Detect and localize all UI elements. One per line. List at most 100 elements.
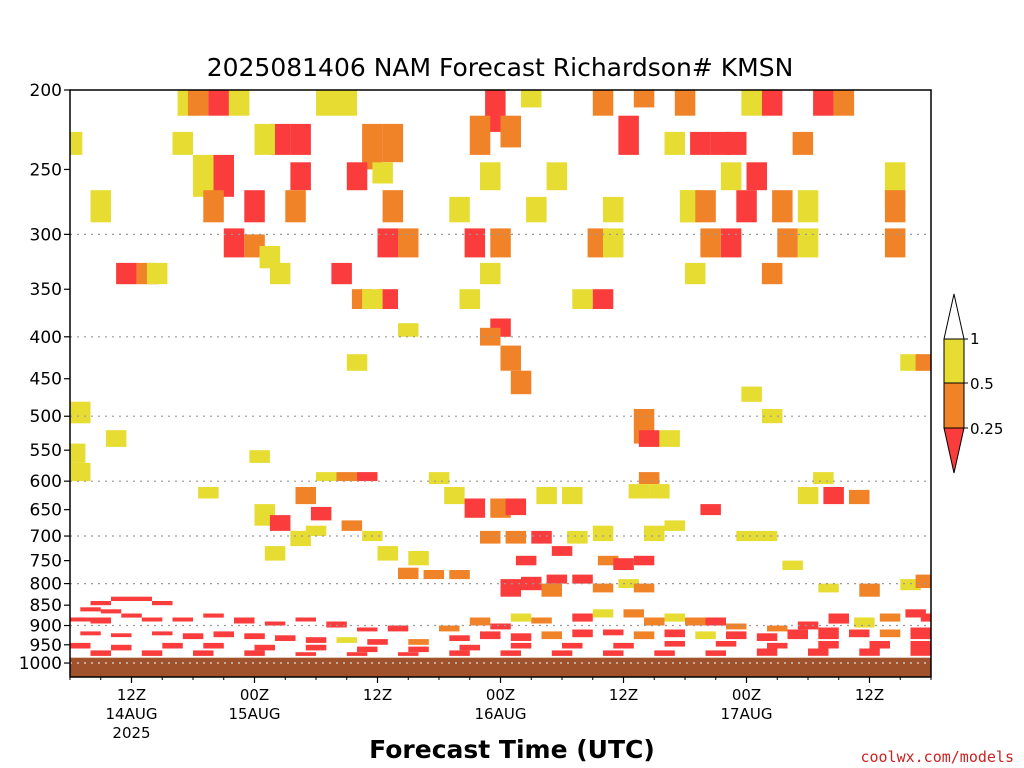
heatmap-cell xyxy=(111,633,132,638)
plot-area xyxy=(69,89,932,678)
heatmap-cell xyxy=(105,430,127,447)
heatmap-cell xyxy=(505,498,527,516)
heatmap-cell xyxy=(633,583,655,593)
heatmap-cell xyxy=(316,472,337,482)
heatmap-cell xyxy=(849,629,870,638)
heatmap-cell xyxy=(182,633,204,640)
legend-label-3: 0.25 xyxy=(970,420,1003,438)
heatmap-cell xyxy=(310,506,332,521)
heatmap-cell xyxy=(290,162,311,191)
heatmap-cell xyxy=(357,627,378,632)
heatmap-cell xyxy=(551,546,573,556)
heatmap-cell xyxy=(562,642,583,649)
heatmap-cell xyxy=(900,579,921,591)
heatmap-cell xyxy=(761,409,783,424)
heatmap-cell xyxy=(813,90,834,116)
heatmap-cell xyxy=(531,617,552,624)
heatmap-cell xyxy=(726,623,747,630)
heatmap-cell xyxy=(813,472,834,485)
heatmap-cell xyxy=(490,228,511,258)
y-tick-label: 550 xyxy=(30,441,62,461)
heatmap-cell xyxy=(428,472,450,485)
heatmap-cell xyxy=(510,613,532,622)
heatmap-cell xyxy=(295,487,316,505)
heatmap-cell xyxy=(772,190,793,223)
heatmap-cell xyxy=(187,90,209,116)
heatmap-cell xyxy=(767,642,788,649)
heatmap-cell xyxy=(567,530,588,544)
heatmap-cell xyxy=(249,450,270,463)
heatmap-cell xyxy=(464,228,486,258)
heatmap-cell xyxy=(879,613,901,622)
legend-label-2: 0.5 xyxy=(970,375,994,393)
x-tick-label: 2025 xyxy=(112,724,150,742)
heatmap-cell xyxy=(346,354,368,371)
x-tick-label: 12Z xyxy=(363,686,392,704)
heatmap-cell xyxy=(213,631,234,638)
heatmap-cell xyxy=(710,131,732,155)
heatmap-cell xyxy=(244,633,265,640)
heatmap-cell xyxy=(869,641,890,649)
heatmap-cell xyxy=(623,609,644,618)
heatmap-cell xyxy=(449,650,470,656)
heatmap-cell xyxy=(111,596,132,601)
heatmap-cell xyxy=(787,629,808,640)
heatmap-cell xyxy=(469,617,491,626)
heatmap-cell xyxy=(449,570,470,580)
y-tick-label: 300 xyxy=(30,225,62,245)
heatmap-cell xyxy=(290,530,311,547)
heatmap-cell xyxy=(792,131,814,155)
heatmap-cell xyxy=(720,228,742,258)
heatmap-cell xyxy=(275,635,296,641)
heatmap-cell xyxy=(70,401,91,424)
heatmap-cell xyxy=(736,530,757,542)
heatmap-cell xyxy=(515,555,537,566)
heatmap-cell xyxy=(152,631,173,636)
heatmap-cell xyxy=(439,625,460,632)
heatmap-cell xyxy=(408,646,429,653)
heatmap-cell xyxy=(741,90,762,116)
legend-bottom-arrow xyxy=(943,427,965,474)
heatmap-cell xyxy=(572,613,593,622)
heatmap-cell xyxy=(638,430,660,447)
heatmap-cell xyxy=(408,639,429,645)
heatmap-cell xyxy=(398,323,419,337)
heatmap-cell xyxy=(398,567,419,580)
heatmap-cell xyxy=(720,162,742,191)
y-tick-label: 450 xyxy=(30,370,62,390)
x-tick-label: 00Z xyxy=(732,686,761,704)
heatmap-cell xyxy=(198,487,219,499)
heatmap-cell xyxy=(823,487,844,505)
legend-bin-orange xyxy=(943,382,965,429)
credit-text: coolwx.com/models xyxy=(860,748,1014,766)
x-tick-label: 17AUG xyxy=(721,705,773,723)
heatmap-cell xyxy=(326,621,347,628)
heatmap-cell xyxy=(664,613,685,622)
heatmap-cell xyxy=(367,639,388,645)
heatmap-cell xyxy=(121,613,142,618)
heatmap-cell xyxy=(849,489,870,505)
heatmap-cell xyxy=(884,228,906,258)
heatmap-cell xyxy=(761,90,783,116)
heatmap-cell xyxy=(80,607,101,612)
heatmap-cell xyxy=(572,629,593,638)
x-tick-label: 12Z xyxy=(609,686,638,704)
heatmap-cell xyxy=(746,162,767,191)
x-tick-label: 14AUG xyxy=(106,705,158,723)
heatmap-cell xyxy=(510,633,532,641)
heatmap-cell xyxy=(203,190,224,223)
heatmap-cell xyxy=(613,642,634,649)
heatmap-cell xyxy=(244,650,265,656)
heatmap-cell xyxy=(915,354,931,371)
x-tick-label: 15AUG xyxy=(229,705,281,723)
heatmap-cell xyxy=(480,162,501,191)
heatmap-cell xyxy=(664,641,685,647)
heatmap-cell xyxy=(90,190,111,223)
heatmap-cell xyxy=(162,642,183,649)
heatmap-cell xyxy=(193,650,214,656)
heatmap-cell xyxy=(674,90,696,116)
y-tick-label: 250 xyxy=(30,160,62,180)
y-tick-label: 700 xyxy=(30,527,62,547)
heatmap-cell xyxy=(685,617,706,626)
heatmap-cell xyxy=(500,650,521,656)
